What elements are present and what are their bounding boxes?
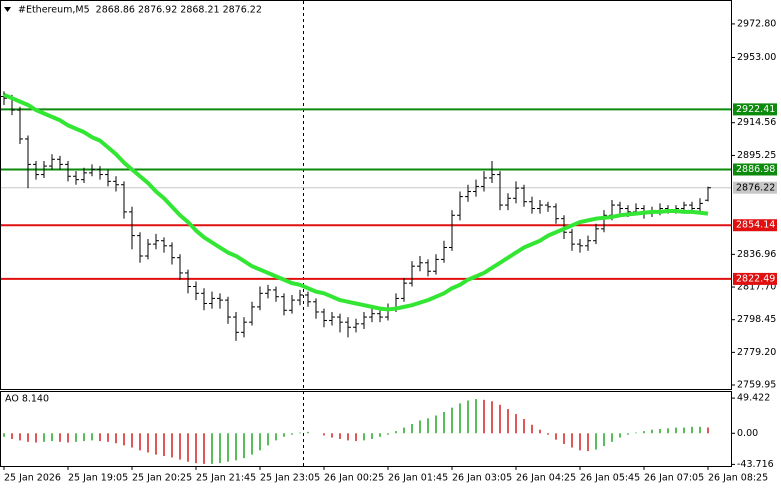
price-frame [0,0,732,390]
x-tick-label: 26 Jan 00:25 [324,473,384,484]
y-tick-label: 2759.95 [737,380,776,391]
y-tick-label: 2817.70 [737,282,776,293]
x-tick-label: 26 Jan 05:45 [580,473,640,484]
x-tick-label: 26 Jan 04:25 [516,473,576,484]
menu-arrow[interactable] [4,7,11,12]
y-tick-label: 2972.80 [737,18,776,29]
y-tick-label: 2798.45 [737,314,776,325]
x-tick-label: 25 Jan 23:05 [260,473,320,484]
x-tick-label: 26 Jan 08:25 [708,473,768,484]
level-label-bg [733,272,777,285]
y-tick-label: 2779.20 [737,347,776,358]
x-tick-label: 26 Jan 07:05 [644,473,704,484]
current-price-label: 2876.22 [736,182,775,193]
x-tick-label: 25 Jan 21:45 [196,473,256,484]
level-label: 2886.98 [736,164,775,175]
chart-title: #Ethereum,M5 2868.86 2876.92 2868.21 287… [18,5,262,16]
y-tick-label: 2836.96 [737,249,776,260]
x-tick-label: 25 Jan 2026 [4,473,61,484]
level-label: 2922.41 [736,104,775,115]
x-tick-label: 25 Jan 20:25 [132,473,192,484]
level-label-bg [733,219,777,232]
level-label-bg [733,163,777,176]
y-tick-label: 2914.56 [737,117,776,128]
level-label: 2822.49 [736,273,775,284]
ao-title: AO 8.140 [5,394,49,405]
y-tick-label: 2895.25 [737,150,776,161]
y-tick-label: 0.00 [737,428,758,439]
y-tick-label: -43.716 [737,459,774,470]
ao-frame [0,391,732,467]
current-price-bg [733,181,777,194]
level-label-bg [733,103,777,116]
y-tick-label: 49.422 [737,393,770,404]
x-tick-label: 26 Jan 01:45 [388,473,448,484]
x-tick-label: 26 Jan 03:05 [452,473,512,484]
level-label: 2854.14 [736,220,775,231]
x-tick-label: 25 Jan 19:05 [68,473,128,484]
moving-average [3,92,709,312]
y-tick-label: 2953.00 [737,52,776,63]
